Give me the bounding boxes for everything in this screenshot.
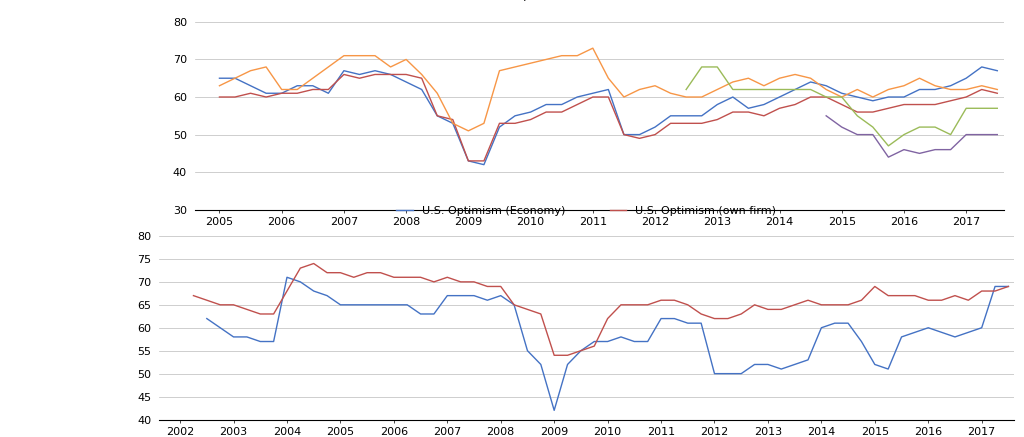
Africa xyxy=(851,132,863,137)
U.S. Optimism (own firm) xyxy=(923,298,935,303)
US xyxy=(462,158,474,163)
Latin America xyxy=(773,87,785,92)
Asia xyxy=(587,45,599,51)
Europe xyxy=(213,94,225,100)
U.S. Optimism (Economy) xyxy=(709,371,721,376)
Latin America xyxy=(929,125,941,130)
Latin America xyxy=(836,94,848,100)
U.S. Optimism (Economy) xyxy=(495,293,507,298)
U.S. Optimism (own firm) xyxy=(254,312,266,317)
Europe xyxy=(400,72,413,77)
U.S. Optimism (own firm) xyxy=(548,353,560,358)
Europe xyxy=(805,94,817,100)
Latin America xyxy=(727,87,739,92)
US xyxy=(961,76,973,81)
Latin America xyxy=(866,125,879,130)
Latin America xyxy=(758,87,770,92)
Latin America xyxy=(976,106,988,111)
Latin America xyxy=(742,87,755,92)
Latin America xyxy=(913,125,926,130)
Legend: US, Europe, Asia, Latin America, Africa: US, Europe, Asia, Latin America, Africa xyxy=(420,0,778,5)
Asia xyxy=(462,128,474,133)
US xyxy=(213,76,225,81)
Asia xyxy=(805,76,817,81)
Latin America xyxy=(680,87,692,92)
Africa xyxy=(913,151,926,156)
U.S. Optimism (own firm) xyxy=(415,275,427,280)
US xyxy=(478,162,490,167)
Latin America xyxy=(695,64,708,69)
Latin America xyxy=(820,94,833,100)
Latin America xyxy=(898,132,910,137)
Africa xyxy=(883,155,895,160)
Legend: U.S. Optimism (Economy), U.S. Optimism (own firm): U.S. Optimism (Economy), U.S. Optimism (… xyxy=(392,201,780,220)
U.S. Optimism (own firm) xyxy=(187,293,200,298)
US xyxy=(384,72,396,77)
Latin America xyxy=(851,113,863,118)
Europe xyxy=(338,72,350,77)
Africa xyxy=(929,147,941,152)
US xyxy=(991,68,1004,73)
U.S. Optimism (own firm) xyxy=(614,302,627,308)
Latin America xyxy=(788,87,801,92)
Europe xyxy=(991,90,1004,96)
Asia xyxy=(991,87,1004,92)
Africa xyxy=(866,132,879,137)
Latin America xyxy=(883,143,895,149)
Line: U.S. Optimism (own firm): U.S. Optimism (own firm) xyxy=(194,264,1009,355)
U.S. Optimism (Economy) xyxy=(548,408,560,413)
Asia xyxy=(384,64,396,69)
Asia xyxy=(213,83,225,88)
U.S. Optimism (Economy) xyxy=(281,275,293,280)
U.S. Optimism (own firm) xyxy=(361,270,374,275)
Latin America xyxy=(991,106,1004,111)
Europe xyxy=(462,158,474,163)
Asia xyxy=(478,121,490,126)
U.S. Optimism (Economy) xyxy=(401,302,414,308)
Line: U.S. Optimism (Economy): U.S. Optimism (Economy) xyxy=(207,277,1009,410)
Latin America xyxy=(961,106,973,111)
Latin America xyxy=(711,64,723,69)
US xyxy=(446,121,459,126)
Line: Latin America: Latin America xyxy=(686,67,997,146)
U.S. Optimism (Economy) xyxy=(655,316,668,321)
Africa xyxy=(836,125,848,130)
Africa xyxy=(991,132,1004,137)
Europe xyxy=(494,121,506,126)
U.S. Optimism (Economy) xyxy=(201,316,213,321)
Line: Europe: Europe xyxy=(219,74,997,161)
U.S. Optimism (Economy) xyxy=(1002,284,1015,289)
U.S. Optimism (own firm) xyxy=(307,261,319,266)
US xyxy=(788,87,801,92)
US xyxy=(976,64,988,69)
Line: Africa: Africa xyxy=(826,116,997,157)
U.S. Optimism (own firm) xyxy=(709,316,721,321)
Asia xyxy=(758,83,770,88)
Latin America xyxy=(805,87,817,92)
Line: Asia: Asia xyxy=(219,48,997,131)
Line: US: US xyxy=(219,67,997,165)
U.S. Optimism (Economy) xyxy=(923,325,935,330)
Africa xyxy=(961,132,973,137)
Europe xyxy=(758,113,770,118)
Africa xyxy=(898,147,910,152)
Africa xyxy=(944,147,956,152)
Africa xyxy=(976,132,988,137)
US xyxy=(742,106,755,111)
Europe xyxy=(478,158,490,163)
Latin America xyxy=(944,132,956,137)
U.S. Optimism (Economy) xyxy=(375,302,387,308)
Africa xyxy=(820,113,833,118)
Asia xyxy=(446,121,459,126)
U.S. Optimism (own firm) xyxy=(1002,284,1015,289)
Asia xyxy=(976,83,988,88)
Europe xyxy=(976,87,988,92)
